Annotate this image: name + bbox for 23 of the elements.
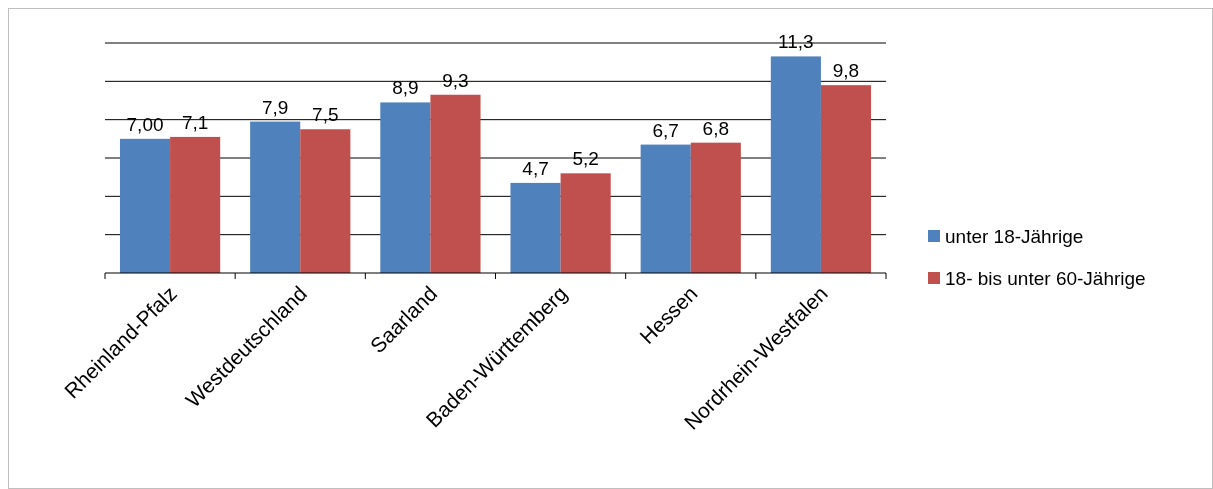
- bar: [300, 129, 351, 273]
- data-label: 6,7: [652, 119, 679, 141]
- bar: [770, 56, 821, 273]
- data-label: 4,7: [522, 157, 549, 179]
- bar: [560, 173, 611, 273]
- bar: [690, 142, 741, 273]
- data-label: 8,9: [392, 77, 419, 99]
- legend-label: unter 18-Jährige: [945, 225, 1084, 247]
- data-label: 6,8: [702, 117, 730, 139]
- bar: [820, 85, 872, 273]
- bar: [640, 144, 691, 273]
- data-label: 7,9: [261, 96, 289, 118]
- bar: [510, 182, 561, 273]
- data-label: 11,3: [778, 31, 814, 53]
- legend-label: 18- bis unter 60-Jährige: [945, 267, 1146, 289]
- bar: [119, 138, 171, 273]
- data-label: 9,8: [832, 60, 860, 82]
- data-label: 7,00: [126, 113, 164, 135]
- bar: [430, 94, 481, 273]
- bar: [380, 102, 431, 273]
- data-label: 5,2: [572, 148, 599, 170]
- bar: [170, 136, 221, 273]
- bar: [250, 121, 301, 273]
